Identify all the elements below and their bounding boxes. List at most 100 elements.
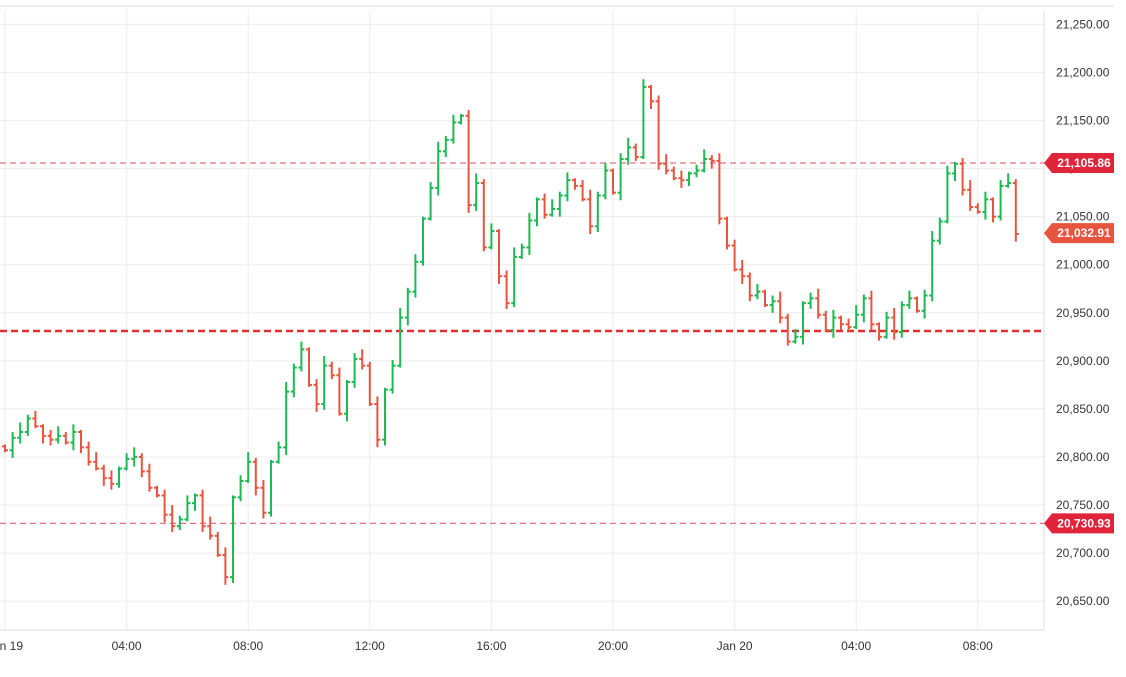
ohlc-bar [830,309,837,338]
ohlc-bar [822,310,829,333]
current-price-badge: 21,032.91 [1044,223,1114,244]
ohlc-bar [503,270,510,309]
ohlc-bar [2,444,8,453]
x-tick-label: 04:00 [112,639,142,653]
ohlc-bar [708,155,715,169]
ohlc-bar [458,113,464,125]
ohlc-bar [686,171,692,186]
y-tick-label: 21,150.00 [1056,114,1110,128]
ohlc-bar [366,361,373,407]
ohlc-bar [78,430,84,454]
ohlc-bar [784,313,791,346]
ohlc-bar [625,137,632,165]
ohlc-bar [876,322,882,341]
ohlc-bar [473,173,480,211]
ohlc-bar [731,239,738,272]
ohlc-bar [587,189,594,234]
ohlc-bar [230,495,236,583]
ohlc-bar [997,180,1004,221]
x-tick-label: 08:00 [233,639,263,653]
ohlc-bar [222,547,229,585]
ohlc-bar [518,243,525,259]
ohlc-bar [32,410,39,429]
price-badges: 21,105.86 20,730.93 21,032.91 [1044,152,1114,534]
ohlc-bar [404,287,411,326]
ohlc-bar [123,453,130,471]
x-tick-label: 20:00 [598,639,628,653]
level-price-badge: 21,105.86 [1044,152,1114,173]
ohlc-bar [944,165,951,224]
ohlc-bar [442,135,449,158]
ohlc-bar [602,162,609,200]
price-axis: 21,250.0021,200.0021,150.0021,100.0021,0… [1056,17,1110,608]
price-badge-label: 20,730.93 [1057,516,1111,530]
ohlc-bar [207,516,214,540]
ohlc-bar [245,452,252,483]
ohlc-bar [541,193,548,219]
ohlc-bar [762,289,768,308]
ohlc-bar [898,301,905,338]
ohlc-bar [724,216,730,250]
ohlc-bar [936,217,943,245]
ohlc-bar [959,158,966,196]
x-tick-label: Jan 20 [717,639,753,653]
ohlc-bar [891,307,898,340]
ohlc-bar [237,475,244,502]
ohlc-bar [47,430,54,446]
ohlc-bar [739,259,746,284]
ohlc-bar [55,426,62,444]
ohlc-bar [199,489,206,532]
ohlc-bar [488,223,495,250]
ohlc-bar [116,466,122,488]
ohlc-bar [321,356,328,410]
ohlc-bar [952,161,958,182]
ohlc-bar [313,379,320,412]
ohlc-bar [359,349,366,370]
y-tick-label: 20,850.00 [1056,402,1110,416]
ohlc-bar [450,114,457,144]
y-tick-label: 21,000.00 [1056,258,1110,272]
horizontal-lines [0,162,1044,525]
ohlc-bar [617,153,624,201]
ohlc-bar [85,441,92,466]
ohlc-bar [716,153,723,225]
ohlc-bar [655,95,662,170]
ohlc-bar [298,341,305,372]
ohlc-bar [108,470,115,490]
ohlc-bar [1005,173,1012,188]
x-tick-label: 04:00 [841,639,871,653]
ohlc-bar [883,311,890,339]
ohlc-bar [40,424,46,444]
ohlc-bar [534,197,540,227]
ohlc-bar [138,453,145,478]
y-tick-label: 21,050.00 [1056,210,1110,224]
ohlc-bar [800,301,806,345]
ohlc-bar [275,441,282,464]
ohlc-bar [815,288,822,319]
ohlc-bar [176,515,183,531]
ohlc-bar [610,168,616,195]
ohlc-bar [990,197,996,223]
ohlc-bar [853,305,860,330]
ohlc-bar [579,180,586,202]
ohlc-bar [336,367,343,416]
ohlc-bar [693,164,700,178]
ohlc-bar [929,231,936,302]
y-tick-label: 21,250.00 [1056,17,1110,31]
ohlc-bar [214,531,221,557]
ohlc-bar [572,178,578,190]
ohlc-bar [526,212,533,256]
price-badge-label: 21,105.86 [1057,156,1111,170]
ohlc-bar [283,382,290,456]
x-tick-label: 08:00 [963,639,993,653]
x-tick-label: Jan 19 [0,639,23,653]
ohlc-bar [131,447,138,467]
ohlc-bar [556,191,563,217]
ohlc-bar [306,347,312,387]
ohlc-bar [389,359,396,394]
ohlc-series [2,79,1019,585]
ohlc-bar [290,363,297,398]
ohlc-bar [70,424,77,451]
ohlc-bar [967,180,974,211]
